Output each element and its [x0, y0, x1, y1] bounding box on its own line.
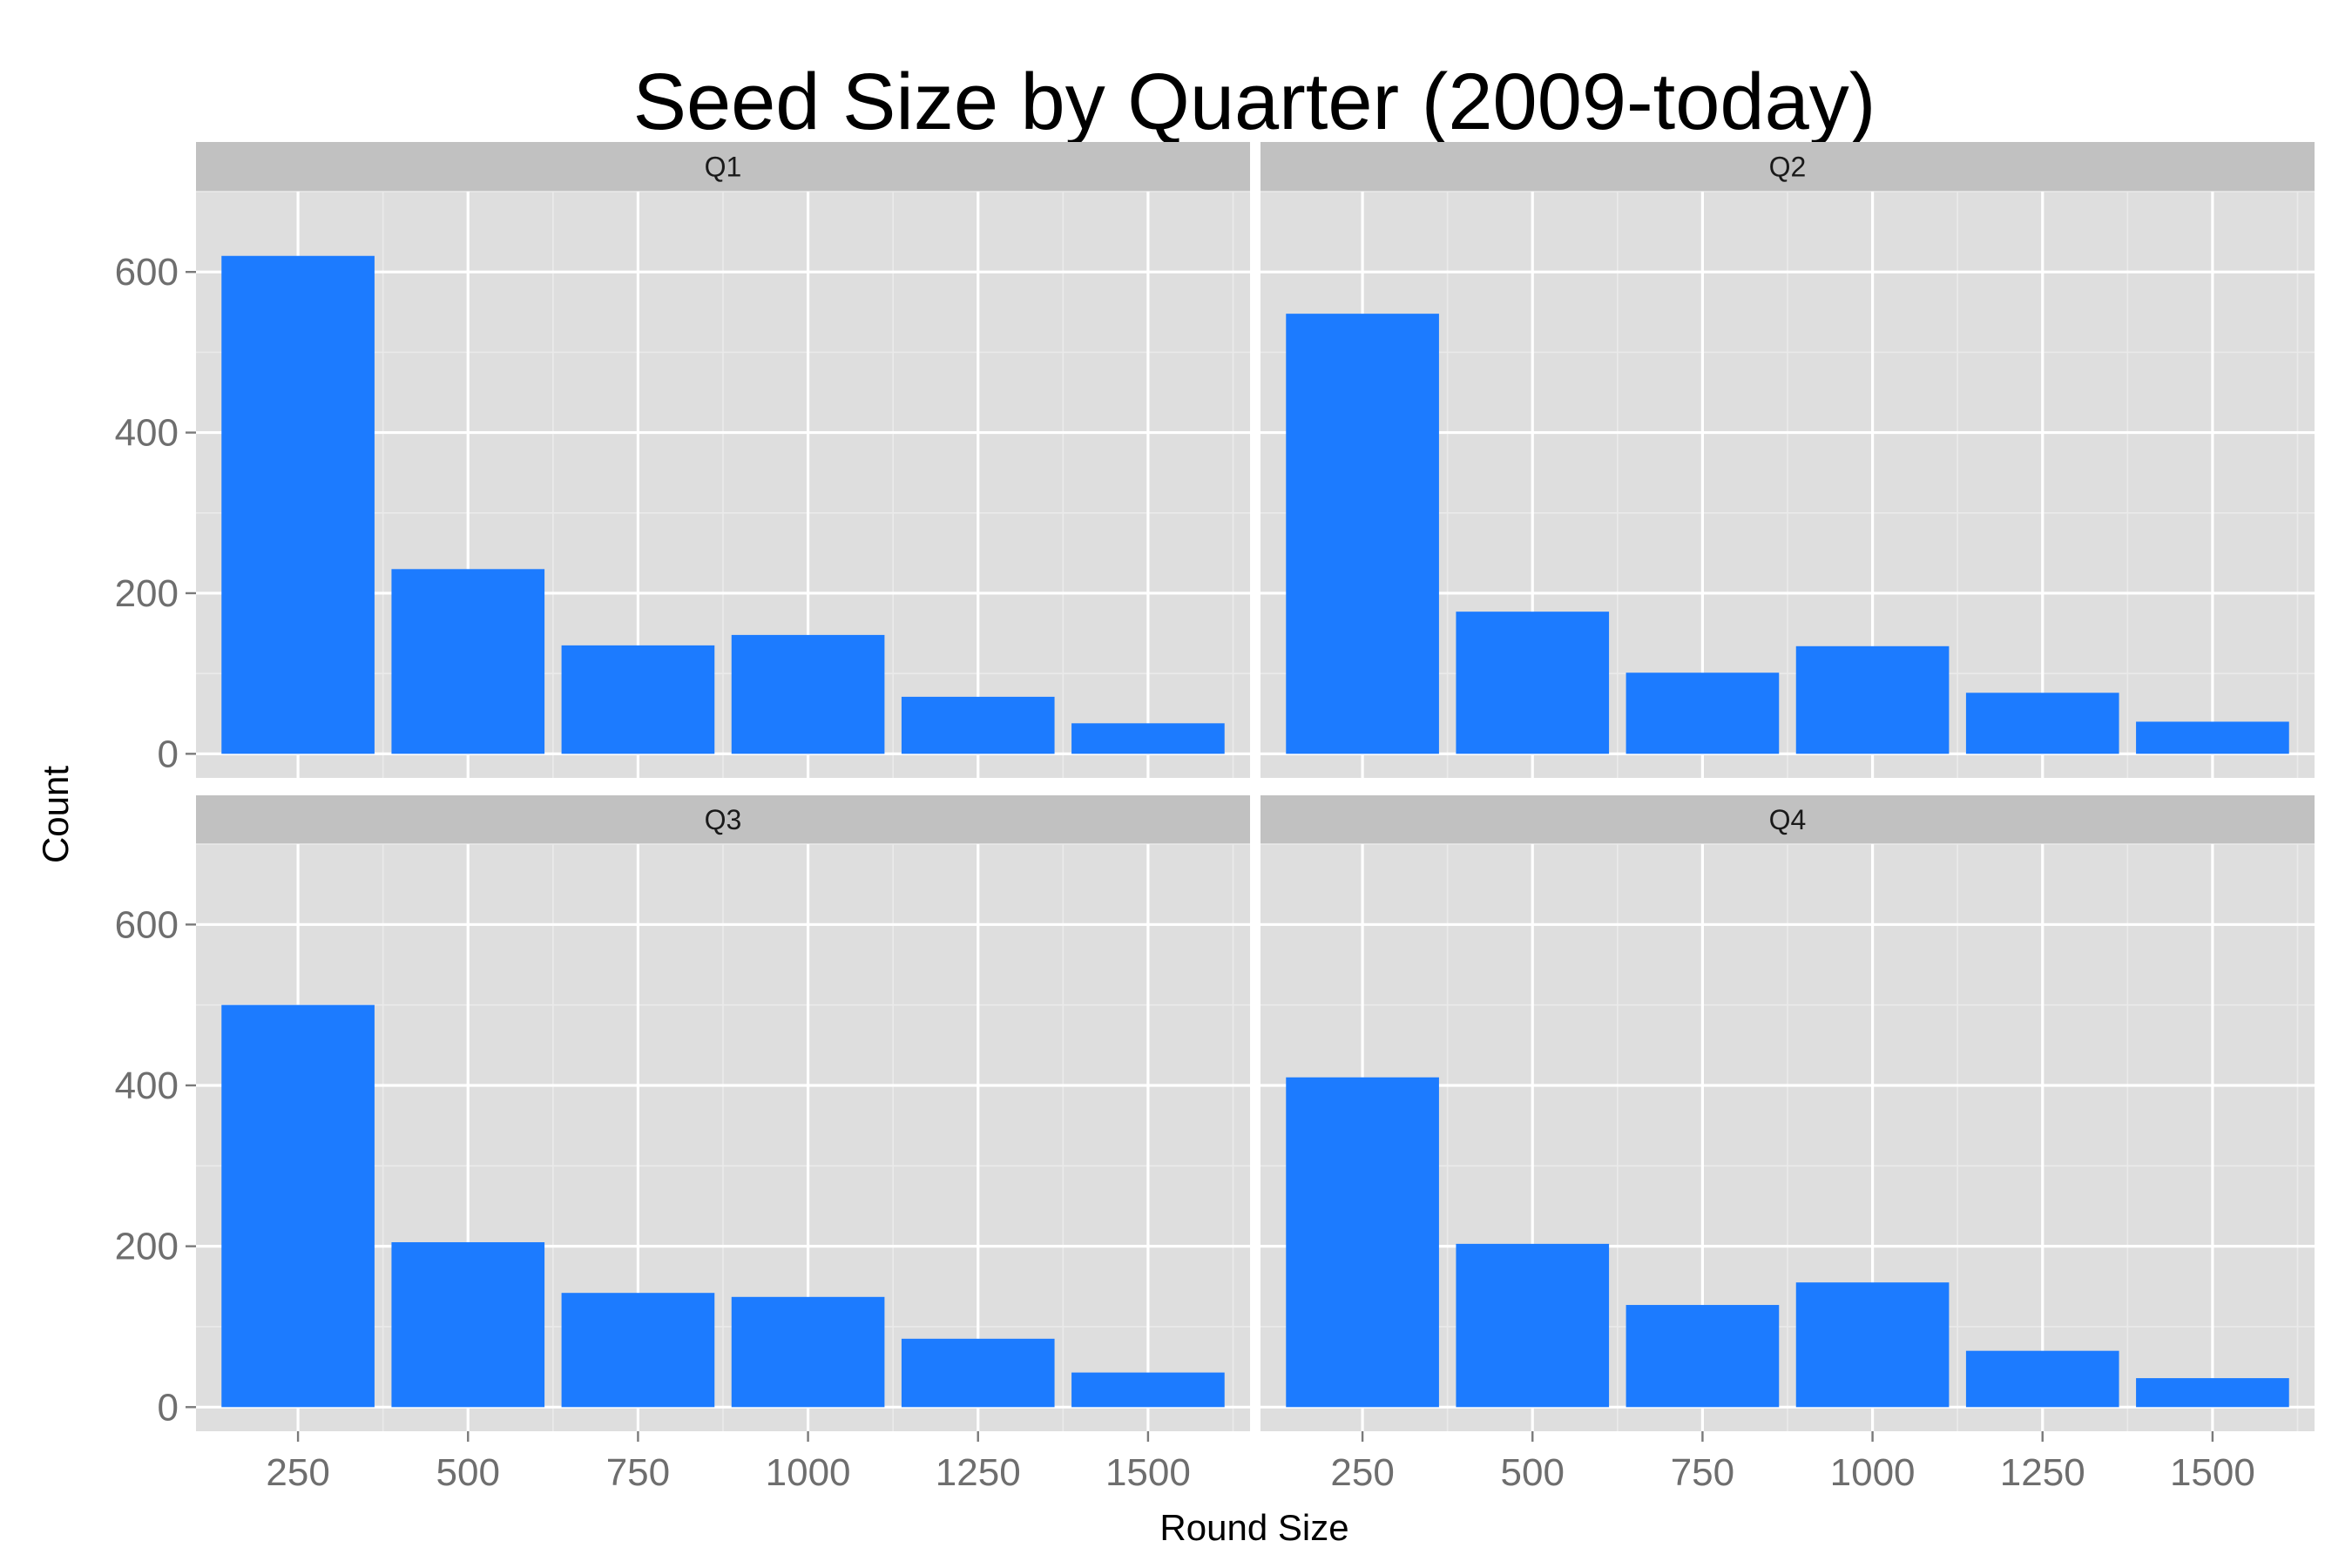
facet-strip [1260, 795, 2315, 844]
x-tick-label: 1000 [766, 1451, 851, 1494]
facet-strip [196, 795, 1250, 844]
y-tick-label: 200 [115, 572, 179, 615]
bar-q1-1000 [731, 634, 885, 754]
x-tick-label: 1250 [936, 1451, 1021, 1494]
bar-q1-250 [221, 255, 375, 754]
x-axis-left: 250 500 750 1000 1250 1500 [266, 1431, 1191, 1494]
x-tick-label: 500 [436, 1451, 500, 1494]
bar-q1-500 [391, 569, 545, 754]
bar-q3-750 [561, 1293, 715, 1408]
x-tick-label: 250 [1330, 1451, 1394, 1494]
facet-panel-q1: Q1 [196, 142, 1250, 778]
x-axis-right: 250 500 750 1000 1250 1500 [1330, 1431, 2255, 1494]
y-tick-label: 400 [115, 1064, 179, 1107]
y-tick-label: 600 [115, 251, 179, 294]
facet-strip-label: Q1 [705, 152, 742, 183]
y-axis-top: 0 200 400 600 [115, 251, 196, 775]
facet-panel-q2: Q2 [1260, 142, 2315, 778]
x-tick-label: 750 [1671, 1451, 1734, 1494]
bar-q3-500 [391, 1242, 545, 1408]
bar-q1-750 [561, 645, 715, 754]
bar-q3-1000 [731, 1296, 885, 1408]
y-axis-title: Count [35, 766, 76, 863]
chart-title: Seed Size by Quarter (2009-today) [633, 57, 1876, 146]
bar-q2-1250 [1965, 693, 2119, 754]
x-tick-label: 1000 [1830, 1451, 1916, 1494]
bar-q4-1500 [2136, 1378, 2289, 1408]
bar-q3-250 [221, 1004, 375, 1408]
y-axis-bottom: 0 200 400 600 [115, 903, 196, 1429]
y-tick-label: 0 [158, 1386, 179, 1429]
bar-q2-1500 [2136, 721, 2289, 754]
bar-q3-1250 [901, 1338, 1055, 1408]
bar-q1-1250 [901, 696, 1055, 754]
facet-strip [196, 142, 1250, 192]
facet-strip [1260, 142, 2315, 192]
x-tick-label: 250 [266, 1451, 329, 1494]
facet-strip-label: Q3 [705, 804, 742, 835]
y-tick-label: 600 [115, 903, 179, 946]
x-tick-label: 1250 [2000, 1451, 2085, 1494]
facet-panel-q4: Q4 [1260, 795, 2315, 1431]
facet-strip-label: Q2 [1769, 152, 1807, 183]
bar-q2-500 [1456, 612, 1610, 754]
bar-q2-1000 [1795, 645, 1950, 754]
facet-strip-label: Q4 [1769, 804, 1807, 835]
bar-q2-250 [1286, 314, 1439, 754]
x-tick-label: 1500 [1105, 1451, 1191, 1494]
bar-q3-1500 [1071, 1372, 1225, 1408]
x-axis-title: Round Size [1159, 1507, 1348, 1548]
y-tick-label: 400 [115, 412, 179, 455]
y-tick-label: 0 [158, 733, 179, 775]
x-tick-label: 500 [1501, 1451, 1565, 1494]
x-tick-label: 1500 [2170, 1451, 2255, 1494]
bar-q1-1500 [1071, 723, 1225, 754]
bar-q4-1000 [1795, 1282, 1950, 1408]
y-tick-label: 200 [115, 1226, 179, 1268]
facet-panel-q3: Q3 [196, 795, 1250, 1431]
x-tick-label: 750 [606, 1451, 670, 1494]
panels-layer: Q1 Q2 Q3 Q4 [196, 142, 2315, 1431]
bar-q4-1250 [1965, 1350, 2119, 1408]
bar-q4-750 [1625, 1305, 1780, 1408]
bar-q4-250 [1286, 1077, 1439, 1408]
bar-q4-500 [1456, 1243, 1610, 1408]
bar-q2-750 [1625, 672, 1780, 754]
